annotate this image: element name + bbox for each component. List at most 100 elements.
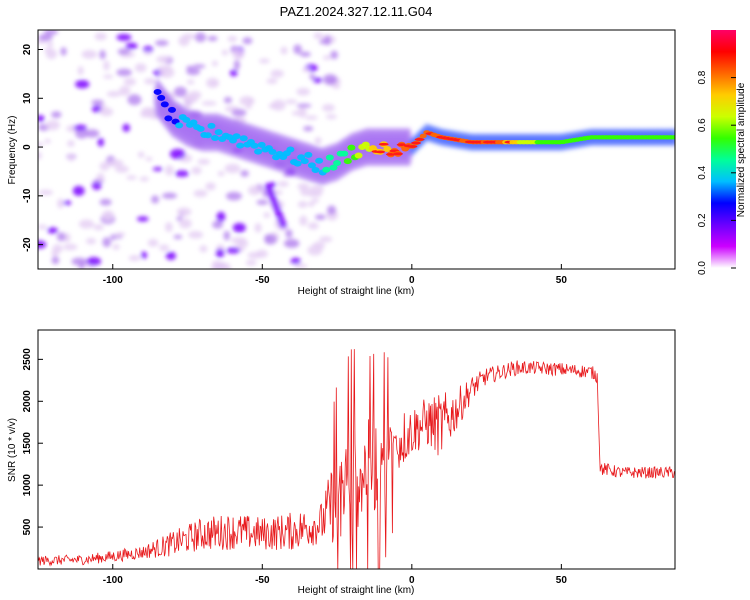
spectrogram-blob (191, 166, 202, 175)
spectrogram-ridge-point (383, 146, 392, 153)
spectrogram-y-tick-label: -20 (22, 237, 33, 252)
snr-x-tick-label: -50 (255, 575, 270, 586)
spectrogram-blob (77, 66, 84, 76)
spectrogram-blob (179, 218, 192, 229)
spectrogram-blob (169, 148, 186, 160)
spectrogram-x-axis-label: Height of straight line (km) (298, 286, 415, 297)
spectrogram-ridge-point (361, 141, 370, 148)
spectrogram-blob (67, 140, 75, 147)
spectrogram-blob (210, 81, 219, 86)
snr-y-tick-label: 2500 (22, 348, 33, 371)
spectrogram-blob (229, 69, 238, 77)
spectrogram-blob (268, 103, 280, 109)
spectrogram-blob (143, 45, 154, 53)
spectrogram-x-ticks: -100 -50 0 50 (103, 264, 568, 286)
spectrogram-blob (175, 170, 189, 178)
spectrogram-ridge-point (189, 119, 198, 126)
spectrogram-blob (263, 212, 271, 218)
spectrogram-ridge-point (311, 166, 320, 173)
spectrogram-blob (103, 60, 110, 71)
spectrogram-blob (311, 198, 320, 203)
snr-frame (37, 329, 676, 570)
colorbar-tick-label: 0.2 (697, 213, 708, 227)
spectrogram-blob (313, 32, 324, 40)
spectrogram-ridge-point (164, 115, 173, 122)
snr-x-tick-label: -100 (103, 575, 123, 586)
spectrogram-blob (97, 137, 105, 147)
spectrogram-x-tick-label: 50 (556, 275, 568, 286)
spectrogram-blob (165, 222, 173, 233)
spectrogram-blob (176, 207, 192, 217)
spectrogram-blob (165, 165, 174, 176)
colorbar: 0.0 0.2 0.4 0.6 0.8 Normalized spectral ampl… (697, 30, 747, 275)
spectrogram-blob (314, 137, 322, 145)
spectrogram-marks (38, 30, 675, 269)
snr-x-axis-label: Height of straight line (km) (298, 585, 415, 596)
spectrogram-panel: -100 -50 0 50 20 10 0 -10 -20 Height of straigh… (7, 29, 676, 297)
colorbar-gradient (711, 30, 736, 268)
spectrogram-blob (303, 126, 314, 132)
spectrogram-blob (296, 103, 312, 108)
spectrogram-blob (322, 55, 332, 60)
colorbar-tick-label: 0.0 (697, 261, 708, 275)
spectrogram-blob (327, 205, 337, 215)
spectrogram-blob (99, 107, 114, 117)
spectrogram-blob (297, 201, 308, 208)
spectrogram-blob (178, 35, 190, 47)
spectrogram-blob (231, 108, 247, 117)
spectrogram-blob (57, 198, 64, 209)
spectrogram-blob (38, 151, 42, 160)
spectrogram-blob (116, 33, 132, 41)
snr-y-axis-label: SNR (10 * v/v) (7, 418, 18, 482)
spectrogram-ridge-point (300, 158, 309, 165)
spectrogram-ridge-point (419, 133, 427, 139)
spectrogram-blob (63, 200, 72, 206)
spectrogram-blob (236, 239, 249, 248)
spectrogram-ridge-point (250, 142, 259, 149)
spectrogram-blob (199, 245, 208, 253)
spectrogram-ridge-point (254, 148, 263, 155)
spectrogram-blob (300, 187, 310, 197)
spectrogram-blob (156, 55, 171, 63)
spectrogram-y-ticks: 20 10 0 -10 -20 (22, 44, 43, 252)
spectrogram-blob (140, 251, 148, 259)
spectrogram-blob (194, 32, 207, 43)
spectrogram-blob (188, 231, 204, 239)
spectrogram-blob (157, 65, 173, 72)
spectrogram-blob (299, 215, 308, 226)
spectrogram-blob (222, 263, 231, 269)
spectrogram-blob (176, 216, 183, 221)
spectrogram-blob (51, 249, 59, 257)
spectrogram-blob (44, 138, 51, 144)
spectrogram-blob (117, 48, 131, 55)
spectrogram-blob (38, 142, 44, 147)
spectrogram-blob (155, 40, 169, 47)
spectrogram-ridge-peak (407, 145, 418, 148)
spectrogram-blob (114, 165, 129, 173)
spectrogram-ridge-point (343, 158, 352, 165)
spectrogram-blob (192, 64, 206, 69)
spectrogram-ridge-point (257, 141, 266, 148)
spectrogram-blob (47, 227, 59, 234)
spectrogram-blob (78, 219, 95, 229)
spectrogram-blob (280, 46, 288, 55)
spectrogram-blob (110, 234, 117, 241)
spectrogram-blob (322, 103, 335, 112)
spectrogram-blob (215, 248, 225, 258)
spectrogram-blob (116, 68, 132, 77)
spectrogram-blob (258, 58, 270, 64)
spectrogram-ridge-point (182, 116, 191, 123)
spectrogram-ridge-point (207, 122, 216, 129)
spectrogram-x-tick-label: 0 (409, 275, 415, 286)
spectrogram-blob (158, 244, 170, 252)
spectrogram-blob (221, 49, 229, 56)
spectrogram-blob (266, 78, 278, 85)
spectrogram-blob (290, 257, 301, 265)
spectrogram-blob (147, 238, 159, 247)
spectrogram-blob (128, 255, 141, 262)
spectrogram-blob (73, 124, 87, 131)
spectrogram-blob (94, 32, 107, 41)
spectrogram-blob (81, 49, 98, 59)
spectrogram-blob (205, 182, 216, 191)
spectrogram-blob (75, 128, 89, 139)
